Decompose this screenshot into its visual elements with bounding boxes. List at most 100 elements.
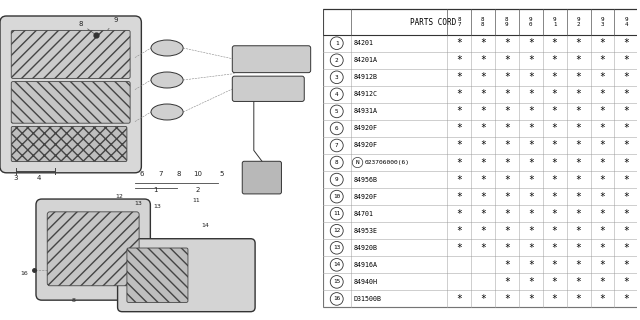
Text: *: *: [480, 72, 486, 82]
Text: 6: 6: [335, 126, 339, 131]
Text: *: *: [504, 140, 509, 150]
Text: *: *: [480, 243, 486, 253]
FancyBboxPatch shape: [118, 239, 255, 312]
Text: 13: 13: [134, 201, 142, 206]
Text: 16: 16: [333, 296, 340, 301]
Text: *: *: [480, 226, 486, 236]
Text: 84956B: 84956B: [353, 177, 378, 183]
Text: *: *: [600, 294, 605, 304]
Text: *: *: [575, 38, 582, 48]
Text: PARTS CORD: PARTS CORD: [410, 18, 456, 27]
Text: 7: 7: [158, 171, 163, 177]
Text: 11: 11: [333, 211, 340, 216]
Text: 84201A: 84201A: [353, 57, 378, 63]
Text: *: *: [456, 157, 462, 168]
Text: 84920B: 84920B: [353, 245, 378, 251]
Text: 84920F: 84920F: [353, 194, 378, 200]
Circle shape: [330, 292, 343, 305]
Text: *: *: [575, 226, 582, 236]
Text: *: *: [552, 140, 557, 150]
Text: *: *: [480, 106, 486, 116]
Circle shape: [330, 190, 343, 203]
Text: *: *: [504, 243, 509, 253]
Text: 84912B: 84912B: [353, 74, 378, 80]
Text: 8: 8: [176, 171, 180, 177]
Text: *: *: [552, 124, 557, 133]
Text: *: *: [528, 226, 534, 236]
Text: 5: 5: [335, 109, 339, 114]
Text: *: *: [575, 260, 582, 270]
Text: 84920F: 84920F: [353, 125, 378, 132]
Text: *: *: [456, 209, 462, 219]
Text: *: *: [600, 38, 605, 48]
Text: *: *: [600, 106, 605, 116]
Text: 5: 5: [220, 171, 224, 177]
Text: D31500B: D31500B: [353, 296, 381, 302]
Text: *: *: [575, 72, 582, 82]
Text: *: *: [456, 192, 462, 202]
Text: 1: 1: [335, 41, 339, 46]
Text: *: *: [528, 38, 534, 48]
Text: 4: 4: [335, 92, 339, 97]
Text: *: *: [600, 55, 605, 65]
FancyBboxPatch shape: [12, 126, 127, 162]
Text: 6: 6: [139, 171, 143, 177]
Text: *: *: [575, 157, 582, 168]
Text: 14: 14: [202, 223, 209, 228]
Text: *: *: [600, 277, 605, 287]
Text: *: *: [600, 260, 605, 270]
Ellipse shape: [151, 72, 183, 88]
FancyBboxPatch shape: [232, 76, 304, 101]
Text: 15: 15: [333, 279, 340, 284]
Text: *: *: [552, 38, 557, 48]
Text: *: *: [504, 157, 509, 168]
Text: *: *: [623, 192, 629, 202]
Text: *: *: [504, 89, 509, 99]
Text: 12: 12: [115, 194, 123, 199]
Text: *: *: [552, 260, 557, 270]
Text: *: *: [552, 277, 557, 287]
Text: 8
9: 8 9: [505, 17, 509, 27]
Text: *: *: [456, 38, 462, 48]
FancyBboxPatch shape: [12, 82, 130, 123]
Text: *: *: [504, 106, 509, 116]
FancyBboxPatch shape: [243, 161, 282, 194]
Text: 84701: 84701: [353, 211, 373, 217]
Text: 9: 9: [108, 17, 118, 30]
Circle shape: [330, 37, 343, 50]
Text: *: *: [600, 72, 605, 82]
Text: *: *: [504, 72, 509, 82]
Text: *: *: [504, 55, 509, 65]
Text: *: *: [456, 175, 462, 185]
Ellipse shape: [151, 104, 183, 120]
Text: *: *: [504, 175, 509, 185]
Circle shape: [330, 242, 343, 254]
Text: 84912C: 84912C: [353, 91, 378, 97]
Text: *: *: [456, 55, 462, 65]
Text: 13: 13: [154, 204, 161, 209]
Text: *: *: [623, 175, 629, 185]
Text: *: *: [528, 192, 534, 202]
Text: 8: 8: [78, 20, 94, 34]
Circle shape: [330, 139, 343, 152]
Text: *: *: [600, 243, 605, 253]
Text: 84916A: 84916A: [353, 262, 378, 268]
Text: 84201: 84201: [353, 40, 373, 46]
Text: *: *: [552, 89, 557, 99]
Text: *: *: [600, 140, 605, 150]
Text: *: *: [480, 157, 486, 168]
Text: *: *: [600, 124, 605, 133]
Text: 12: 12: [333, 228, 340, 233]
Text: *: *: [504, 294, 509, 304]
Text: *: *: [552, 157, 557, 168]
Text: *: *: [528, 89, 534, 99]
FancyBboxPatch shape: [47, 212, 139, 286]
Text: 9: 9: [335, 177, 339, 182]
Text: *: *: [528, 124, 534, 133]
Text: *: *: [504, 38, 509, 48]
Text: *: *: [456, 72, 462, 82]
FancyBboxPatch shape: [0, 16, 141, 173]
Text: 9
2: 9 2: [577, 17, 580, 27]
Text: *: *: [575, 243, 582, 253]
Text: 84931A: 84931A: [353, 108, 378, 114]
